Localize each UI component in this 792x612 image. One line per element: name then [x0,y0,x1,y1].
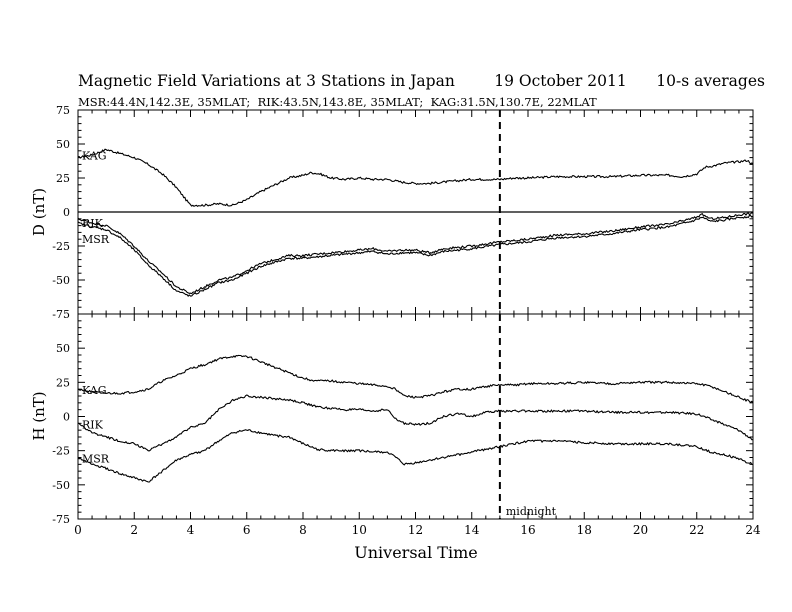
x-tick-label: 2 [130,523,138,537]
x-tick-label: 16 [520,523,535,537]
x-tick-label: 12 [408,523,423,537]
d-panel-y-tick-label: 25 [56,172,70,185]
d-panel-series-rik [77,211,754,295]
h-panel-y-tick-label: -75 [52,513,70,526]
h-panel-y-tick-label: -50 [52,479,70,492]
x-tick-label: 18 [577,523,592,537]
h-panel-y-tick-label: 0 [63,411,70,424]
h-panel-y-tick-label: -25 [52,445,70,458]
x-tick-label: 14 [464,523,480,537]
x-tick-label: 20 [633,523,648,537]
h-panel-series-label-kag: KAG [82,384,107,397]
x-axis-label: Universal Time [354,543,477,562]
d-panel-ylabel: D (nT) [30,188,48,236]
x-tick-label: 6 [243,523,251,537]
d-panel-series-label-rik: RIK [82,217,104,230]
x-tick-label: 8 [299,523,307,537]
h-panel-ylabel: H (nT) [30,391,48,440]
h-panel-frame [77,313,754,520]
d-panel-y-tick-label: -75 [52,308,70,321]
d-panel-y-tick-label: -25 [52,240,70,253]
chart-title: Magnetic Field Variations at 3 Stations … [78,72,765,90]
d-panel-series-msr [77,214,754,297]
d-panel-y-tick-label: -50 [52,274,70,287]
x-tick-label: 4 [187,523,195,537]
d-panel-series-label-msr: MSR [82,233,110,246]
d-panel-y-tick-label: 0 [63,206,70,219]
h-panel-series-msr [77,429,754,483]
h-panel-y-tick-label: 50 [56,342,70,355]
midnight-annotation: midnight [506,505,557,518]
h-panel-y-tick-label: 25 [56,376,70,389]
d-panel-y-tick-label: 75 [56,104,70,117]
x-tick-label: 22 [689,523,704,537]
d-panel-y-tick-label: 50 [56,138,70,151]
d-panel-series-kag [77,148,754,207]
h-panel-series-label-rik: RIK [82,418,104,431]
h-panel-series-label-msr: MSR [82,453,110,466]
x-tick-label: 0 [74,523,82,537]
x-tick-label: 10 [352,523,367,537]
d-panel-series-label-kag: KAG [82,150,107,163]
chart-subtitle: MSR:44.4N,142.3E, 35MLAT; RIK:43.5N,143.… [78,95,597,109]
x-tick-label: 24 [745,523,761,537]
h-panel-series-kag [77,354,754,404]
h-panel-series-rik [77,394,753,452]
